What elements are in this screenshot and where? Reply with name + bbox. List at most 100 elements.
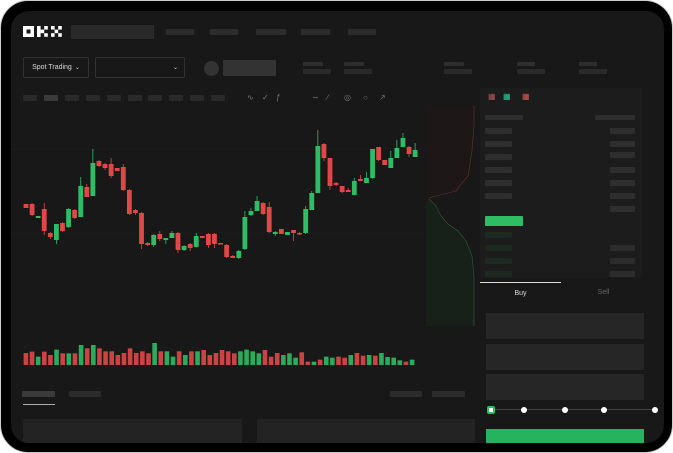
- total-input[interactable]: [486, 374, 644, 400]
- search-bar[interactable]: [71, 25, 154, 39]
- timeframe-button[interactable]: [169, 95, 183, 101]
- candle[interactable]: [181, 246, 187, 250]
- candle[interactable]: [230, 256, 236, 258]
- candle[interactable]: [260, 203, 266, 214]
- orderbook-bids-icon[interactable]: ▦: [503, 92, 511, 101]
- candle[interactable]: [151, 235, 157, 245]
- timeframe-button[interactable]: [148, 95, 162, 101]
- settings-icon[interactable]: ○: [363, 93, 368, 102]
- candle[interactable]: [406, 147, 412, 154]
- indicator-icon[interactable]: ✓: [262, 93, 269, 102]
- candle[interactable]: [139, 213, 144, 244]
- candle[interactable]: [145, 243, 150, 245]
- buy-button[interactable]: [486, 429, 644, 443]
- amount-slider[interactable]: [487, 405, 659, 415]
- slider-stop[interactable]: [652, 407, 658, 413]
- candle[interactable]: [224, 245, 230, 257]
- candle[interactable]: [303, 209, 309, 233]
- candle[interactable]: [169, 233, 175, 238]
- draw-icon[interactable]: ∕: [327, 93, 329, 102]
- candle[interactable]: [187, 244, 193, 248]
- candle[interactable]: [321, 144, 327, 158]
- candle[interactable]: [47, 233, 53, 237]
- nav-item[interactable]: [301, 29, 330, 35]
- candle[interactable]: [29, 204, 35, 215]
- nav-item[interactable]: [166, 29, 194, 35]
- candle[interactable]: [364, 178, 369, 183]
- candle[interactable]: [315, 146, 321, 193]
- candle[interactable]: [199, 236, 205, 238]
- candle[interactable]: [108, 164, 114, 176]
- slider-handle[interactable]: [487, 406, 495, 414]
- candle[interactable]: [242, 217, 248, 249]
- candle[interactable]: [157, 234, 163, 239]
- candle[interactable]: [218, 243, 223, 245]
- candle[interactable]: [66, 209, 71, 227]
- candle[interactable]: [102, 164, 108, 168]
- candle[interactable]: [72, 210, 78, 218]
- candle[interactable]: [96, 161, 102, 166]
- candle[interactable]: [212, 234, 217, 244]
- candle[interactable]: [254, 201, 260, 211]
- timeframe-button[interactable]: [44, 95, 58, 101]
- candle[interactable]: [370, 149, 375, 178]
- slider-stop[interactable]: [601, 407, 607, 413]
- bottom-action[interactable]: [390, 391, 422, 397]
- orderbook-asks-icon[interactable]: ▦: [522, 92, 530, 101]
- candle[interactable]: [388, 158, 394, 168]
- candle[interactable]: [133, 210, 138, 213]
- bottom-tab[interactable]: [69, 391, 101, 397]
- candle[interactable]: [206, 234, 211, 245]
- candle[interactable]: [23, 204, 29, 208]
- candle[interactable]: [382, 160, 388, 165]
- candlestick-chart[interactable]: [11, 101, 431, 401]
- indicator-icon[interactable]: ∿: [247, 93, 254, 102]
- candle[interactable]: [272, 232, 278, 234]
- nav-item[interactable]: [256, 29, 286, 35]
- candle[interactable]: [412, 150, 418, 157]
- candle[interactable]: [394, 148, 400, 158]
- candle[interactable]: [54, 224, 59, 240]
- candle[interactable]: [297, 233, 302, 235]
- fx-icon[interactable]: ƒ: [276, 93, 281, 102]
- candle[interactable]: [114, 168, 120, 171]
- candle[interactable]: [309, 193, 315, 210]
- candle[interactable]: [126, 190, 132, 214]
- sell-tab[interactable]: Sell: [597, 289, 610, 296]
- nav-item[interactable]: [210, 29, 238, 35]
- candle[interactable]: [266, 207, 272, 232]
- slider-stop[interactable]: [562, 407, 568, 413]
- candle[interactable]: [120, 167, 126, 190]
- candle[interactable]: [345, 190, 351, 192]
- candle[interactable]: [163, 238, 169, 240]
- camera-icon[interactable]: ◎: [344, 93, 351, 102]
- candle[interactable]: [278, 229, 284, 234]
- slider-stop[interactable]: [521, 407, 527, 413]
- candle[interactable]: [175, 233, 181, 250]
- candle[interactable]: [35, 216, 41, 218]
- candle[interactable]: [327, 158, 333, 186]
- buy-tab[interactable]: Buy: [480, 282, 561, 302]
- timeframe-button[interactable]: [65, 95, 79, 101]
- bottom-tab-active[interactable]: [22, 391, 55, 397]
- timeframe-button[interactable]: [107, 95, 121, 101]
- okx-logo[interactable]: [23, 25, 65, 37]
- candle[interactable]: [41, 209, 47, 231]
- timeframe-button[interactable]: [86, 95, 100, 101]
- candle[interactable]: [248, 211, 254, 215]
- candle[interactable]: [351, 181, 357, 195]
- candle[interactable]: [90, 163, 96, 196]
- line-icon[interactable]: ∼: [312, 93, 319, 102]
- candle[interactable]: [236, 251, 242, 258]
- candle[interactable]: [291, 230, 296, 233]
- price-input[interactable]: [486, 313, 644, 339]
- bottom-action[interactable]: [432, 391, 465, 397]
- amount-input[interactable]: [486, 344, 644, 370]
- candle[interactable]: [78, 186, 84, 217]
- candle[interactable]: [358, 179, 363, 181]
- candle[interactable]: [84, 187, 90, 197]
- fullscreen-icon[interactable]: ↗: [379, 93, 386, 102]
- spot-trading-dropdown[interactable]: Spot Trading ⌄: [23, 57, 89, 78]
- timeframe-button[interactable]: [128, 95, 142, 101]
- candle[interactable]: [376, 147, 382, 160]
